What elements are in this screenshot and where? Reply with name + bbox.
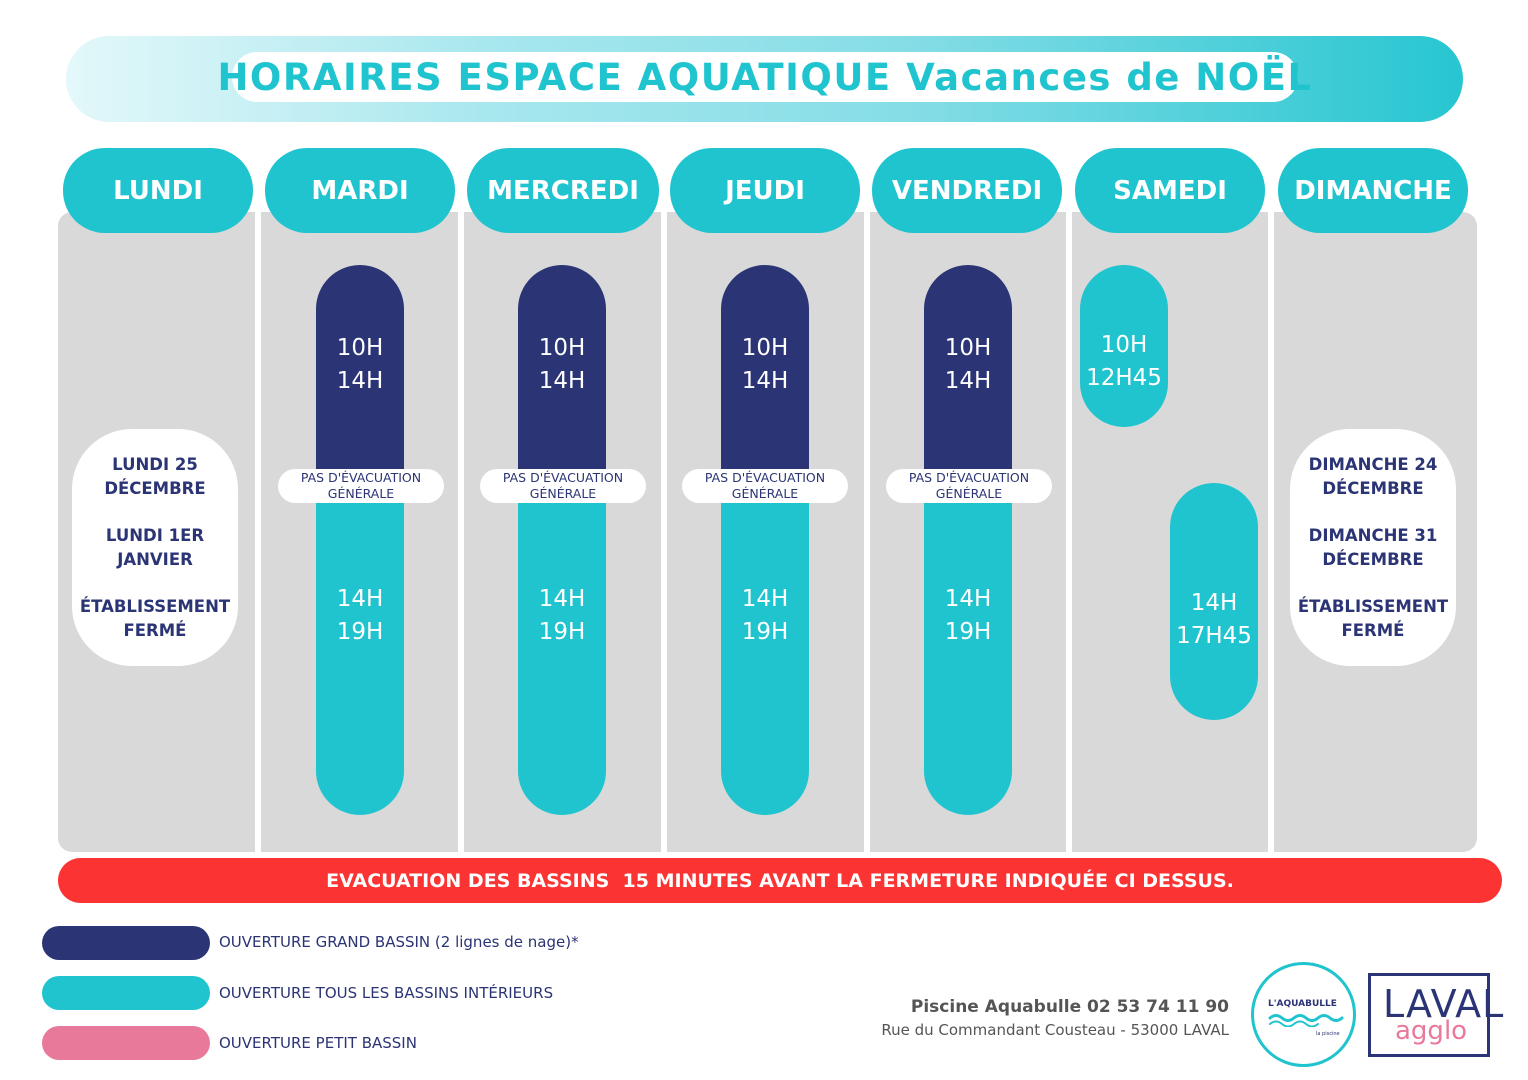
closure-box-lundi: LUNDI 25 DÉCEMBRE LUNDI 1ER JANVIER ÉTAB… [72, 429, 238, 666]
slot-grand-bassin-jeudi: 10H 14H [721, 265, 809, 495]
slot-end-time: 14H [538, 368, 586, 394]
contact-address: Rue du Commandant Cousteau - 53000 LAVAL [881, 1021, 1229, 1039]
badge-line: GÉNÉRALE [529, 486, 597, 501]
closure-line: DIMANCHE 24 DÉCEMBRE [1308, 454, 1438, 498]
slot-start-time: 10H [741, 335, 789, 361]
slot-tous-bassins-mardi: 14H 19H [316, 495, 404, 815]
no-evacuation-badge-mardi: PAS D'ÉVACUATION GÉNÉRALE [278, 469, 444, 503]
badge-line: GÉNÉRALE [327, 486, 395, 501]
no-evacuation-badge-mercredi: PAS D'ÉVACUATION GÉNÉRALE [480, 469, 646, 503]
slot-start-time: 10H [538, 335, 586, 361]
slot-tous-bassins-vendredi: 14H 19H [924, 495, 1012, 815]
day-header-lundi: LUNDI [63, 148, 253, 233]
slot-tous-bassins-samedi-apres-midi: 14H 17H45 [1170, 483, 1258, 720]
legend-swatch-grand-bassin [42, 926, 210, 960]
badge-line: GÉNÉRALE [935, 486, 1003, 501]
slot-end-time: 12H45 [1086, 365, 1162, 391]
slot-start-time: 10H [336, 335, 384, 361]
closure-line: LUNDI 25 DÉCEMBRE [104, 454, 206, 498]
aquabulle-logo-tagline: la piscine [1316, 1031, 1340, 1037]
legend-label-petit-bassin: OUVERTURE PETIT BASSIN [219, 1034, 417, 1052]
slot-start-time: 14H [1190, 590, 1238, 616]
agglo-logo-word: agglo [1395, 1016, 1468, 1046]
slot-end-time: 19H [741, 619, 789, 645]
slot-grand-bassin-mercredi: 10H 14H [518, 265, 606, 495]
slot-end-time: 14H [336, 368, 384, 394]
slot-tous-bassins-mercredi: 14H 19H [518, 495, 606, 815]
column-separator [255, 212, 261, 852]
day-header-mardi: MARDI [265, 148, 455, 233]
day-header-dimanche: DIMANCHE [1278, 148, 1468, 233]
slot-start-time: 10H [944, 335, 992, 361]
slot-end-time: 19H [538, 619, 586, 645]
column-separator [1066, 212, 1072, 852]
badge-line: PAS D'ÉVACUATION [704, 470, 826, 485]
slot-end-time: 14H [741, 368, 789, 394]
wave-icon [1268, 1014, 1344, 1027]
slot-end-time: 17H45 [1176, 623, 1252, 649]
slot-start-time: 14H [741, 586, 789, 612]
closure-line: DIMANCHE 31 DÉCEMBRE [1308, 525, 1438, 569]
slot-start-time: 10H [1100, 332, 1148, 358]
slot-start-time: 14H [944, 586, 992, 612]
badge-line: PAS D'ÉVACUATION [908, 470, 1030, 485]
laval-logo-word: LAVAL [1383, 982, 1505, 1026]
day-header-mercredi: MERCREDI [467, 148, 659, 233]
column-separator [458, 212, 464, 852]
day-header-vendredi: VENDREDI [872, 148, 1062, 233]
closure-line: LUNDI 1ER JANVIER [105, 525, 205, 569]
column-separator [864, 212, 870, 852]
slot-end-time: 19H [336, 619, 384, 645]
no-evacuation-badge-jeudi: PAS D'ÉVACUATION GÉNÉRALE [682, 469, 848, 503]
day-header-jeudi: JEUDI [670, 148, 860, 233]
column-separator [661, 212, 667, 852]
aquabulle-logo-name: L'AQUABULLE [1268, 999, 1337, 1009]
contact-name: Piscine Aquabulle 02 53 74 11 90 [910, 997, 1229, 1017]
closure-box-dimanche: DIMANCHE 24 DÉCEMBRE DIMANCHE 31 DÉCEMBR… [1290, 429, 1456, 666]
day-header-samedi: SAMEDI [1075, 148, 1265, 233]
slot-grand-bassin-mardi: 10H 14H [316, 265, 404, 495]
legend-label-tous-bassins: OUVERTURE TOUS LES BASSINS INTÉRIEURS [219, 984, 554, 1002]
badge-line: PAS D'ÉVACUATION [300, 470, 422, 485]
badge-line: GÉNÉRALE [731, 486, 799, 501]
legend-label-grand-bassin: OUVERTURE GRAND BASSIN (2 lignes de nage… [219, 933, 579, 951]
legend-swatch-tous-bassins [42, 976, 210, 1010]
closure-line: ÉTABLISSEMENT FERMÉ [1297, 596, 1449, 640]
legend-swatch-petit-bassin [42, 1026, 210, 1060]
slot-start-time: 14H [336, 586, 384, 612]
no-evacuation-badge-vendredi: PAS D'ÉVACUATION GÉNÉRALE [886, 469, 1052, 503]
page-title: HORAIRES ESPACE AQUATIQUE Vacances de NO… [217, 55, 1313, 99]
title-pill: HORAIRES ESPACE AQUATIQUE Vacances de NO… [217, 52, 1311, 102]
aquabulle-logo: L'AQUABULLE la piscine [1251, 962, 1356, 1067]
laval-agglo-logo: LAVAL agglo [1368, 973, 1503, 1057]
slot-tous-bassins-samedi-matin: 10H 12H45 [1080, 265, 1168, 427]
closure-line: ÉTABLISSEMENT FERMÉ [79, 596, 231, 640]
slot-end-time: 14H [944, 368, 992, 394]
evacuation-alert: EVACUATION DES BASSINS 15 MINUTES AVANT … [58, 858, 1502, 903]
slot-end-time: 19H [944, 619, 992, 645]
badge-line: PAS D'ÉVACUATION [502, 470, 624, 485]
slot-start-time: 14H [538, 586, 586, 612]
column-separator [1268, 212, 1274, 852]
slot-tous-bassins-jeudi: 14H 19H [721, 495, 809, 815]
slot-grand-bassin-vendredi: 10H 14H [924, 265, 1012, 495]
